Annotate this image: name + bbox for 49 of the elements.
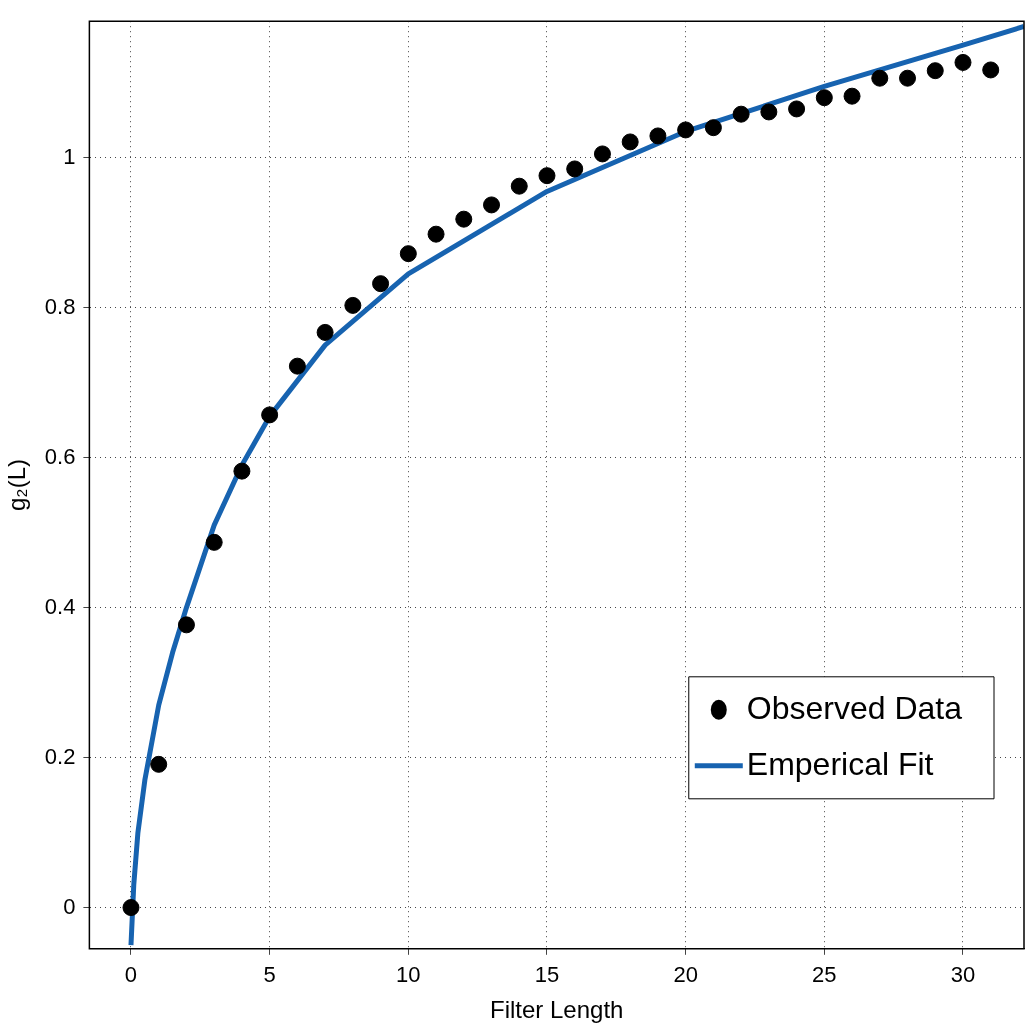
- y-tick-label: 1: [63, 143, 76, 169]
- point: [427, 225, 445, 243]
- point: [760, 103, 778, 121]
- point: [954, 53, 972, 71]
- x-tick-label: 15: [534, 962, 560, 988]
- point: [288, 357, 306, 375]
- point: [843, 87, 861, 105]
- point: [926, 62, 944, 80]
- y-tick-label: 0: [63, 893, 76, 919]
- x-tick-label: 25: [812, 962, 837, 988]
- x-axis-title: Filter Length: [489, 996, 624, 1024]
- x-tick-label: 20: [673, 962, 698, 988]
- y-tick-label: 0.8: [44, 293, 76, 319]
- point: [566, 160, 584, 178]
- point: [399, 245, 417, 263]
- point: [344, 296, 362, 314]
- y-tick-label: 0.6: [44, 443, 76, 469]
- point: [788, 100, 806, 118]
- x-tick-label: 30: [950, 962, 976, 988]
- x-tick-label: 5: [263, 962, 276, 988]
- point: [815, 89, 833, 107]
- point: [177, 616, 195, 634]
- point: [649, 127, 667, 145]
- y-axis-title: g₂(L): [3, 459, 31, 511]
- y-tick-label: 0.4: [44, 593, 76, 619]
- x-tick-label: 0: [124, 962, 138, 988]
- point: [261, 406, 279, 424]
- point: [316, 323, 334, 341]
- point: [510, 177, 528, 195]
- point: [122, 899, 140, 917]
- point: [233, 462, 251, 480]
- point: [704, 119, 722, 137]
- y-tick-label: 0.2: [44, 743, 76, 769]
- x-tick-label: 10: [396, 962, 421, 988]
- point: [372, 275, 390, 293]
- point: [150, 755, 168, 773]
- point: [871, 69, 889, 87]
- point: [732, 105, 750, 123]
- point: [455, 210, 473, 228]
- point: [677, 121, 695, 139]
- point: [899, 69, 917, 87]
- point: [205, 533, 223, 551]
- point: [621, 133, 639, 151]
- point: [593, 145, 611, 163]
- legend-label: Observed Data: [746, 689, 963, 726]
- point: [483, 196, 501, 214]
- point: [982, 61, 1000, 79]
- point: [538, 167, 556, 185]
- legend-label: Emperical Fit: [746, 745, 934, 782]
